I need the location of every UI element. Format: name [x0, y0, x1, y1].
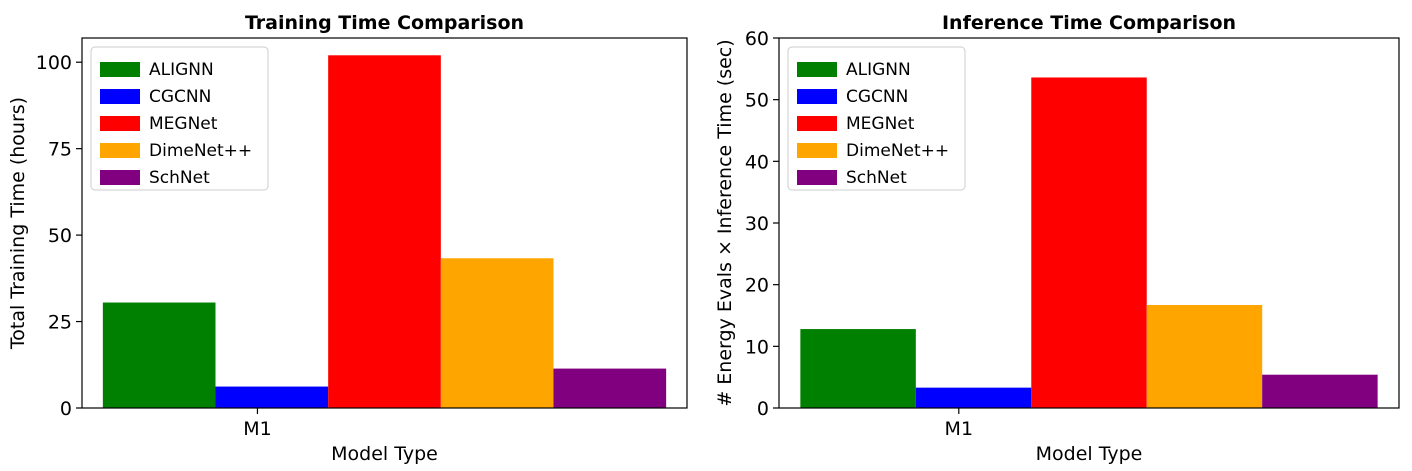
- bar-schnet: [1262, 374, 1378, 408]
- chart-title: Inference Time Comparison: [942, 12, 1236, 34]
- chart-title: Training Time Comparison: [245, 12, 524, 34]
- y-tick-label: 0: [60, 398, 72, 420]
- y-axis-label: # Energy Evals × Inference Time (sec): [714, 39, 736, 406]
- x-tick-label: M1: [243, 418, 271, 440]
- bar-alignn: [102, 302, 216, 408]
- legend-label: CGCNN: [846, 87, 908, 107]
- legend-label: MEGNet: [149, 114, 218, 134]
- bar-schnet: [553, 368, 667, 408]
- legend-swatch: [797, 89, 837, 104]
- legend-label: ALIGNN: [846, 60, 911, 80]
- y-tick-label: 75: [48, 139, 72, 161]
- bar-dimenet-: [1146, 305, 1263, 408]
- x-axis-label: Model Type: [1036, 443, 1143, 465]
- legend: ALIGNN CGCNN MEGNet DimeNet++ SchNet: [90, 46, 269, 191]
- legend-swatch: [797, 116, 837, 131]
- y-tick-label: 50: [48, 225, 72, 247]
- bar-megnet: [1031, 77, 1147, 408]
- y-tick-label: 10: [745, 336, 769, 358]
- bar-dimenet-: [440, 258, 554, 408]
- y-tick-label: 40: [745, 151, 769, 173]
- legend-label: CGCNN: [149, 87, 211, 107]
- legend-swatch: [100, 89, 140, 104]
- legend-swatch: [100, 170, 140, 185]
- y-tick-label: 60: [745, 28, 769, 50]
- legend-label: SchNet: [149, 168, 210, 188]
- chart-1: 0 25 50 75 100 M1 Training Time Comparison Mode…: [7, 12, 688, 465]
- chart-2: 0 10 20 30 40 50 60 M1 Inference Time Comparison…: [714, 12, 1400, 465]
- bar-megnet: [328, 55, 441, 408]
- y-tick-label: 25: [48, 312, 72, 334]
- bar-alignn: [800, 329, 916, 408]
- legend-label: DimeNet++: [149, 141, 252, 161]
- y-tick-label: 0: [757, 398, 769, 420]
- legend-label: ALIGNN: [149, 60, 214, 80]
- bar-cgcnn: [915, 387, 1032, 408]
- plot-frame: [81, 37, 688, 409]
- y-tick-label: 50: [745, 90, 769, 112]
- legend-swatch: [797, 62, 837, 77]
- legend: ALIGNN CGCNN MEGNet DimeNet++ SchNet: [787, 46, 966, 191]
- y-tick-label: 20: [745, 275, 769, 297]
- x-axis-label: Model Type: [331, 443, 438, 465]
- bar-cgcnn: [215, 386, 329, 408]
- legend-swatch: [100, 143, 140, 158]
- x-tick-label: M1: [945, 418, 973, 440]
- legend-label: SchNet: [846, 168, 907, 188]
- y-tick-label: 30: [745, 213, 769, 235]
- legend-label: DimeNet++: [846, 141, 949, 161]
- legend-swatch: [797, 170, 837, 185]
- legend-swatch: [100, 116, 140, 131]
- y-axis-label: Total Training Time (hours): [7, 97, 29, 350]
- legend-swatch: [100, 62, 140, 77]
- legend-swatch: [797, 143, 837, 158]
- legend-label: MEGNet: [846, 114, 915, 134]
- y-tick-label: 100: [36, 52, 72, 74]
